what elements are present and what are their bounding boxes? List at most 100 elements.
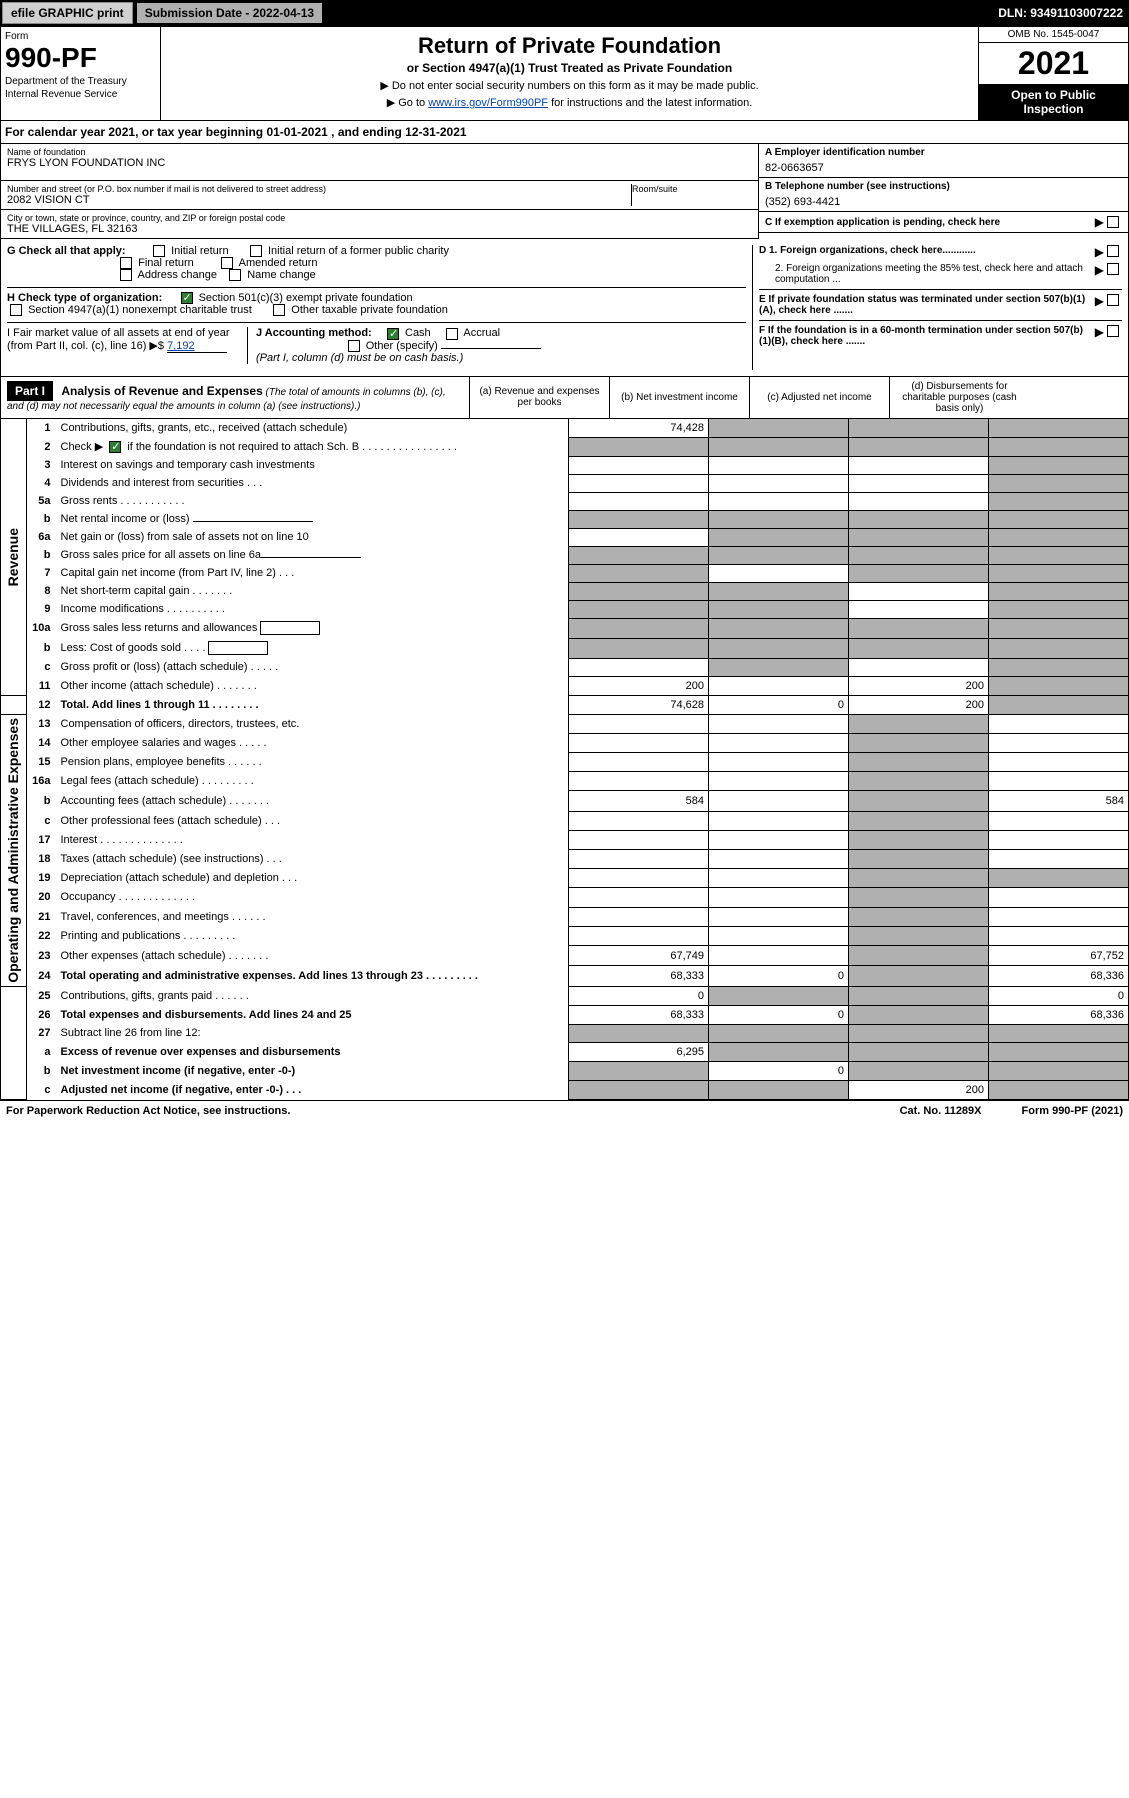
line-desc: Income modifications . . . . . . . . . .	[57, 600, 569, 618]
line-desc: Gross sales price for all assets on line…	[57, 546, 569, 564]
g-final-checkbox[interactable]	[120, 257, 132, 269]
table-row: 6aNet gain or (loss) from sale of assets…	[1, 528, 1129, 546]
arrow-icon: ▶	[1095, 245, 1104, 259]
line-desc: Net gain or (loss) from sale of assets n…	[57, 528, 569, 546]
line-desc: Adjusted net income (if negative, enter …	[57, 1080, 569, 1099]
omb-number: OMB No. 1545-0047	[979, 27, 1128, 43]
r2-pre: Check ▶	[61, 441, 107, 453]
part1-title: Analysis of Revenue and Expenses	[61, 384, 262, 398]
line-num: 24	[27, 966, 57, 986]
col-d-val: 584	[989, 791, 1129, 811]
c-checkbox[interactable]	[1107, 216, 1119, 228]
table-row: 18Taxes (attach schedule) (see instructi…	[1, 850, 1129, 869]
g-former: Initial return of a former public charit…	[268, 245, 449, 257]
h-label: H Check type of organization:	[7, 292, 162, 304]
g-name-checkbox[interactable]	[229, 269, 241, 281]
line-num: 25	[27, 986, 57, 1005]
calendar-year-line: For calendar year 2021, or tax year begi…	[0, 121, 1129, 144]
col-d-val: 68,336	[989, 1005, 1129, 1024]
form-title-block: Return of Private Foundation or Section …	[161, 27, 978, 120]
col-a-val: 74,628	[569, 695, 709, 714]
table-row: cAdjusted net income (if negative, enter…	[1, 1080, 1129, 1099]
city-label: City or town, state or province, country…	[7, 213, 752, 223]
table-row: 25Contributions, gifts, grants paid . . …	[1, 986, 1129, 1005]
form-link[interactable]: www.irs.gov/Form990PF	[428, 97, 548, 109]
line-desc: Contributions, gifts, grants, etc., rece…	[57, 419, 569, 438]
col-b-val: 0	[709, 1061, 849, 1080]
g-former-checkbox[interactable]	[250, 245, 262, 257]
line-num: 17	[27, 830, 57, 849]
line-desc: Interest . . . . . . . . . . . . . .	[57, 830, 569, 849]
h-501c3-checkbox[interactable]	[181, 292, 193, 304]
r6b-text: Gross sales price for all assets on line…	[61, 549, 262, 561]
col-d-val: 0	[989, 986, 1129, 1005]
name-label: Name of foundation	[7, 147, 752, 157]
table-row: 17Interest . . . . . . . . . . . . . .	[1, 830, 1129, 849]
top-bar: efile GRAPHIC print Submission Date - 20…	[0, 0, 1129, 26]
line-desc: Accounting fees (attach schedule) . . . …	[57, 791, 569, 811]
g-initial-checkbox[interactable]	[153, 245, 165, 257]
line-num: 16a	[27, 772, 57, 791]
line-desc: Less: Cost of goods sold . . . .	[57, 638, 569, 658]
line-desc: Capital gain net income (from Part IV, l…	[57, 564, 569, 582]
d2-checkbox[interactable]	[1107, 263, 1119, 275]
line-num: b	[27, 1061, 57, 1080]
table-row: 26Total expenses and disbursements. Add …	[1, 1005, 1129, 1024]
g-initial: Initial return	[171, 245, 228, 257]
g-address-checkbox[interactable]	[120, 269, 132, 281]
j-accrual-checkbox[interactable]	[446, 328, 458, 340]
col-b-val: 0	[709, 695, 849, 714]
r10a-text: Gross sales less returns and allowances	[61, 622, 258, 634]
table-row: Revenue 1Contributions, gifts, grants, e…	[1, 419, 1129, 438]
footer-left: For Paperwork Reduction Act Notice, see …	[6, 1105, 290, 1117]
line-num: c	[27, 811, 57, 830]
r10b-text: Less: Cost of goods sold . . . .	[61, 642, 206, 654]
j-other-checkbox[interactable]	[348, 340, 360, 352]
h-other-checkbox[interactable]	[273, 304, 285, 316]
table-row: 16aLegal fees (attach schedule) . . . . …	[1, 772, 1129, 791]
j-cash-checkbox[interactable]	[387, 328, 399, 340]
table-row: bLess: Cost of goods sold . . . .	[1, 638, 1129, 658]
d1-checkbox[interactable]	[1107, 245, 1119, 257]
tel-value: (352) 693-4421	[765, 196, 1122, 208]
line-desc: Gross profit or (loss) (attach schedule)…	[57, 658, 569, 676]
g-amended: Amended return	[239, 257, 318, 269]
g-amended-checkbox[interactable]	[221, 257, 233, 269]
line-desc: Travel, conferences, and meetings . . . …	[57, 907, 569, 926]
e-checkbox[interactable]	[1107, 294, 1119, 306]
analysis-table: Revenue 1Contributions, gifts, grants, e…	[0, 419, 1129, 1100]
efile-print-button[interactable]: efile GRAPHIC print	[2, 2, 133, 24]
line-num: 6a	[27, 528, 57, 546]
f-checkbox[interactable]	[1107, 325, 1119, 337]
main-title: Return of Private Foundation	[171, 33, 968, 59]
line-num: 18	[27, 850, 57, 869]
col-b-val: 0	[709, 1005, 849, 1024]
line-desc: Other income (attach schedule) . . . . .…	[57, 676, 569, 695]
open-inspection: Open to Public Inspection	[979, 84, 1128, 120]
part1-label: Part I	[7, 381, 53, 401]
h-other: Other taxable private foundation	[291, 304, 448, 316]
footer-form: Form 990-PF (2021)	[1022, 1105, 1123, 1117]
line-desc: Total operating and administrative expen…	[57, 966, 569, 986]
revenue-label: Revenue	[5, 528, 21, 586]
ein-label: A Employer identification number	[765, 147, 1122, 158]
line-desc: Depreciation (attach schedule) and deple…	[57, 869, 569, 888]
table-row: 20Occupancy . . . . . . . . . . . . .	[1, 888, 1129, 907]
line-num: b	[27, 791, 57, 811]
line-num: 7	[27, 564, 57, 582]
irs-label: Internal Revenue Service	[5, 89, 156, 100]
line-desc: Legal fees (attach schedule) . . . . . .…	[57, 772, 569, 791]
tax-year: 2021	[979, 43, 1128, 84]
h-4947-checkbox[interactable]	[10, 304, 22, 316]
form-id-block: Form 990-PF Department of the Treasury I…	[1, 27, 161, 120]
schb-checkbox[interactable]	[109, 441, 121, 453]
table-row: 11Other income (attach schedule) . . . .…	[1, 676, 1129, 695]
h-501c3: Section 501(c)(3) exempt private foundat…	[199, 292, 413, 304]
table-row: 10aGross sales less returns and allowanc…	[1, 618, 1129, 638]
line-num: 22	[27, 926, 57, 945]
line-num: c	[27, 658, 57, 676]
line-num: 27	[27, 1024, 57, 1042]
line-num: c	[27, 1080, 57, 1099]
col-d-val: 68,336	[989, 966, 1129, 986]
f-label: F If the foundation is in a 60-month ter…	[759, 325, 1083, 347]
